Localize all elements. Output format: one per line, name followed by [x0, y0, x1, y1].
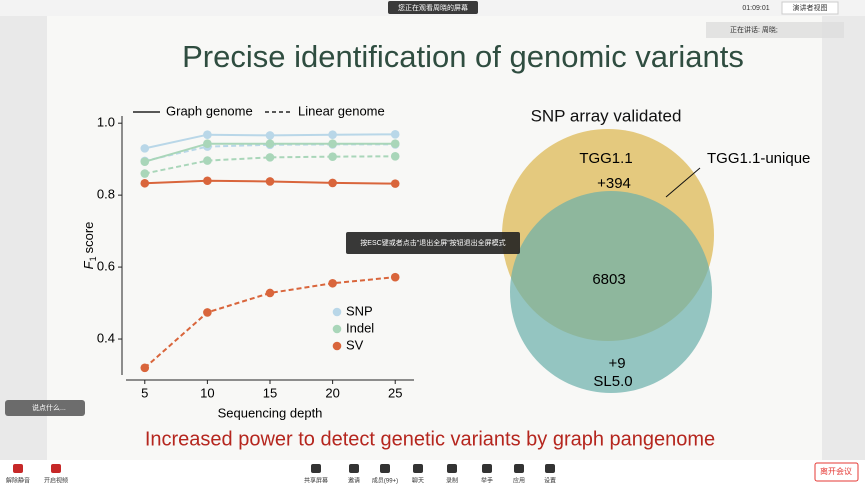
- graph-point: [265, 177, 275, 186]
- toolbar-label[interactable]: 聊天: [412, 477, 424, 485]
- speaker-box: [706, 22, 844, 38]
- legend-label: SNP: [346, 303, 373, 318]
- linear-point: [140, 363, 150, 373]
- notice-box: [388, 1, 478, 14]
- x-tick-label: 20: [325, 385, 339, 400]
- timer: 01:09:01: [742, 5, 769, 12]
- toolbar-icon[interactable]: [349, 464, 359, 473]
- chat-box[interactable]: [5, 400, 85, 416]
- graph-point: [265, 131, 275, 140]
- view-button-label[interactable]: 演讲者视图: [793, 3, 828, 12]
- toolbar-label[interactable]: 解除静音: [6, 477, 30, 485]
- legend-marker: [332, 307, 342, 317]
- y-tick-label: 0.4: [97, 330, 115, 345]
- graph-point: [328, 178, 337, 188]
- x-tick-label: 15: [263, 385, 277, 400]
- speaking: 正在讲话: 周晓;: [730, 25, 778, 34]
- x-tick-label: 25: [388, 385, 402, 400]
- linear-point: [328, 152, 337, 161]
- toolbar-icon[interactable]: [380, 464, 390, 473]
- y-tick-label: 1.0: [97, 115, 115, 130]
- toolbar-label[interactable]: 举手: [481, 477, 493, 485]
- y-label-sub: 1: [88, 256, 98, 261]
- toolbar-icon[interactable]: [413, 464, 423, 473]
- graph-point: [203, 130, 212, 140]
- tooltip-box: [346, 232, 520, 254]
- toolbar-icon[interactable]: [13, 464, 23, 473]
- toolbar-icon[interactable]: [514, 464, 524, 473]
- legend-marker: [332, 324, 342, 334]
- tooltip: 按ESC键或者点击"退出全屏"按钮退出全屏模式: [360, 238, 505, 247]
- graph-point: [140, 144, 150, 153]
- linear-point: [265, 153, 275, 162]
- line-legend-label: Linear genome: [298, 103, 385, 118]
- leave-button[interactable]: [814, 462, 859, 482]
- linear-point: [203, 156, 212, 165]
- toolbar-label[interactable]: 设置: [544, 477, 556, 485]
- graph-point: [328, 130, 337, 140]
- y-axis-label: F1 score: [81, 222, 98, 270]
- x-tick-label: 5: [141, 385, 148, 400]
- graph-point: [328, 139, 337, 148]
- linear-line: [144, 276, 396, 369]
- linear-point: [265, 288, 275, 298]
- chart: 0.4 0.6 0.8 1.0 5 10 15 20 25 Sequencing depth F1 s…: [81, 103, 414, 420]
- chat-placeholder[interactable]: 说点什么...: [32, 403, 66, 412]
- view-button[interactable]: [781, 1, 839, 15]
- graph-point: [203, 176, 212, 186]
- legend-label: SV: [346, 337, 364, 352]
- venn-callout: TGG1.1-unique: [707, 150, 810, 167]
- legend-label: Indel: [346, 320, 374, 335]
- x-tick-label: 10: [200, 385, 214, 400]
- toolbar-label[interactable]: 成员(99+): [372, 477, 398, 485]
- slide-footer: Increased power to detect genetic varian…: [145, 428, 715, 450]
- venn-bottom-unique: +9: [608, 355, 625, 372]
- graph-point: [203, 139, 212, 148]
- legend-marker: [332, 341, 342, 351]
- graph-point: [140, 157, 150, 166]
- graph-point: [390, 139, 400, 148]
- venn-overlap: 6803: [592, 271, 625, 288]
- y-tick-label: 0.8: [97, 187, 115, 202]
- toolbar-icon[interactable]: [447, 464, 457, 473]
- slide-title: Precise identification of genomic varian…: [182, 39, 744, 74]
- venn-top-unique: +394: [597, 175, 631, 192]
- leave-label[interactable]: 离开会议: [820, 466, 852, 476]
- venn-bottom-name: SL5.0: [593, 373, 632, 390]
- venn-top-name: TGG1.1: [579, 150, 632, 167]
- toolbar-label[interactable]: 邀请: [348, 477, 360, 485]
- venn: SNP array validated TGG1.1 +394 6803 +9 …: [502, 106, 810, 393]
- linear-point: [390, 151, 400, 161]
- graph-point: [390, 179, 400, 188]
- toolbar-label[interactable]: 应用: [513, 477, 525, 485]
- linear-point: [390, 272, 400, 282]
- graph-point: [390, 130, 400, 139]
- y-label-main: F: [81, 260, 96, 269]
- toolbar-icon[interactable]: [311, 464, 321, 473]
- toolbar-icon[interactable]: [51, 464, 61, 473]
- toolbar-icon[interactable]: [482, 464, 492, 473]
- toolbar-items: 解除静音 开启视频 共享屏幕 邀请 成员(99+) 聊天 录制 举手 应用 设置 离开会议: [6, 462, 859, 485]
- y-tick-label: 0.6: [97, 259, 115, 274]
- linear-point: [328, 278, 337, 288]
- linear-point: [140, 169, 150, 178]
- venn-title: SNP array validated: [531, 106, 682, 125]
- y-label-rest: score: [81, 222, 96, 254]
- callout-arrow: [665, 167, 701, 198]
- graph-point: [265, 139, 275, 148]
- toolbar-label[interactable]: 录制: [446, 477, 458, 485]
- toolbar-label[interactable]: 共享屏幕: [304, 477, 328, 485]
- x-axis-label: Sequencing depth: [218, 405, 323, 420]
- toolbar: [0, 460, 865, 487]
- toolbar-icon[interactable]: [545, 464, 555, 473]
- notice: 您正在观看周晓的屏幕: [398, 3, 468, 12]
- linear-point: [203, 308, 212, 317]
- graph-point: [140, 178, 150, 188]
- venn-bottom-circle: [510, 191, 712, 393]
- toolbar-label[interactable]: 开启视频: [44, 477, 68, 485]
- linear-line: [144, 155, 396, 175]
- line-legend-label: Graph genome: [166, 103, 253, 118]
